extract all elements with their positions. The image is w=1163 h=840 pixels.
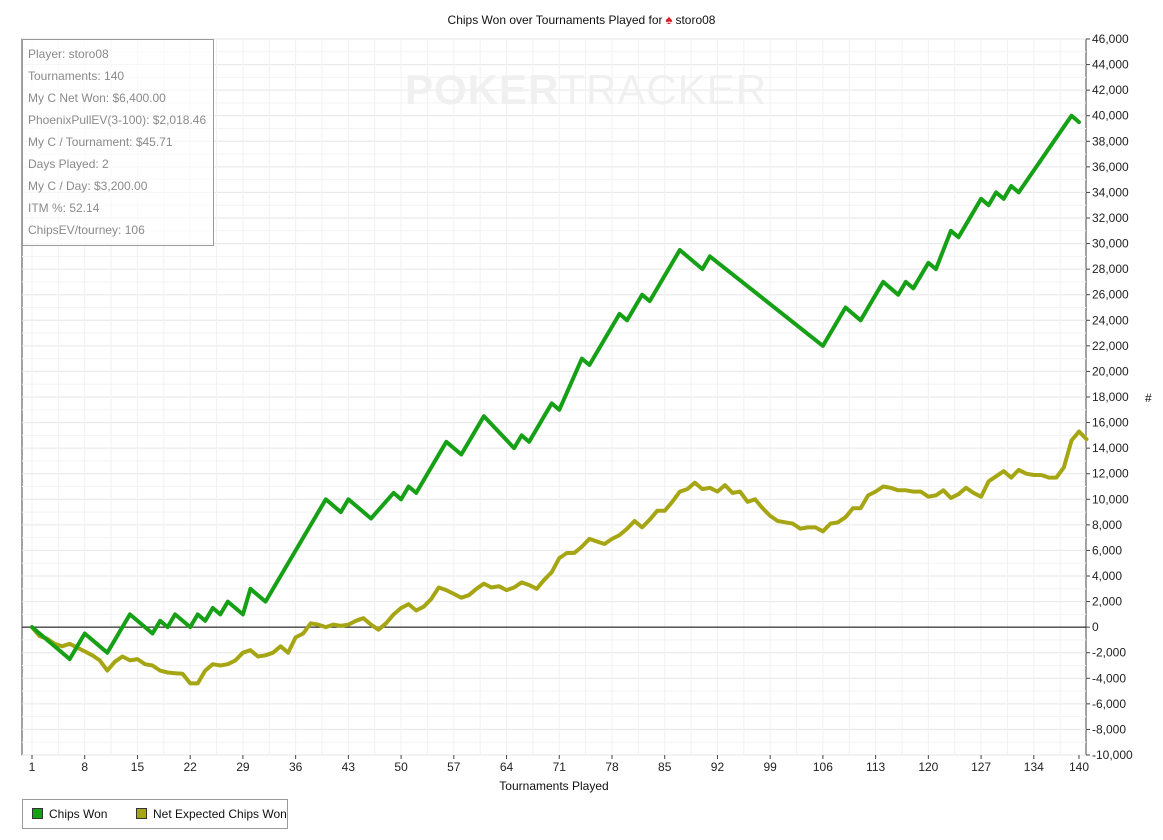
stat-per-day: My C / Day: $3,200.00 bbox=[28, 179, 148, 193]
y-tick-label: -10,000 bbox=[1092, 748, 1133, 762]
legend-swatch-chips-won bbox=[32, 808, 43, 819]
y-tick-label: -8,000 bbox=[1092, 722, 1126, 736]
y-tick-label: 20,000 bbox=[1092, 364, 1129, 378]
stat-chips-ev: ChipsEV/tourney: 106 bbox=[28, 223, 145, 237]
x-tick-label: 134 bbox=[1024, 760, 1044, 774]
spade-icon: ♠ bbox=[665, 12, 673, 27]
x-tick-label: 8 bbox=[81, 760, 88, 774]
y-tick-label: 12,000 bbox=[1092, 467, 1129, 481]
y-tick-label: -4,000 bbox=[1092, 671, 1126, 685]
x-axis-ticks: 1 8 15 22 29 36 43 50 57 64 71 78 85 92 99 106 113 120 127… bbox=[29, 755, 1089, 774]
y-tick-label: 44,000 bbox=[1092, 58, 1129, 72]
x-tick-label: 92 bbox=[711, 760, 725, 774]
y-tick-label: 18,000 bbox=[1092, 390, 1129, 404]
y-tick-label: 4,000 bbox=[1092, 569, 1122, 583]
x-tick-label: 15 bbox=[131, 760, 145, 774]
x-tick-label: 106 bbox=[813, 760, 833, 774]
stat-phoenix-pull-ev: PhoenixPullEV(3-100): $2,018.46 bbox=[28, 113, 207, 127]
legend-label-chips-won: Chips Won bbox=[49, 807, 108, 821]
x-tick-label: 127 bbox=[971, 760, 991, 774]
y-tick-label: 46,000 bbox=[1092, 32, 1129, 46]
x-tick-label: 85 bbox=[658, 760, 672, 774]
y-tick-label: 24,000 bbox=[1092, 313, 1129, 327]
y-axis-ticks: -10,000 -8,000 -6,000 -4,000 -2,000 0 2,000 4,0… bbox=[1086, 32, 1133, 762]
y-tick-label: 30,000 bbox=[1092, 237, 1129, 251]
x-tick-label: 113 bbox=[866, 760, 885, 774]
x-tick-label: 71 bbox=[553, 760, 567, 774]
x-tick-label: 120 bbox=[918, 760, 938, 774]
legend-item-net-expected[interactable]: Net Expected Chips Won bbox=[136, 807, 287, 821]
stat-days-played: Days Played: 2 bbox=[28, 157, 109, 171]
y-tick-label: 42,000 bbox=[1092, 83, 1129, 97]
y-tick-label: 26,000 bbox=[1092, 288, 1129, 302]
stat-tournaments: Tournaments: 140 bbox=[28, 69, 125, 83]
series-lines bbox=[30, 113, 1089, 686]
x-tick-label: 140 bbox=[1069, 760, 1089, 774]
stat-player: Player: storo08 bbox=[28, 47, 109, 61]
y-tick-label: 16,000 bbox=[1092, 416, 1129, 430]
y-tick-label: 38,000 bbox=[1092, 134, 1129, 148]
chart-title-player: storo08 bbox=[675, 13, 716, 27]
y-tick-label: 8,000 bbox=[1092, 518, 1122, 532]
y-tick-label: 10,000 bbox=[1092, 492, 1129, 506]
x-tick-label: 29 bbox=[236, 760, 250, 774]
y-tick-label: 6,000 bbox=[1092, 543, 1122, 557]
x-tick-label: 36 bbox=[289, 760, 303, 774]
stat-per-tournament: My C / Tournament: $45.71 bbox=[28, 135, 173, 149]
grid-lines bbox=[22, 38, 1086, 756]
x-tick-label: 99 bbox=[763, 760, 777, 774]
x-tick-label: 64 bbox=[500, 760, 514, 774]
x-tick-label: 43 bbox=[342, 760, 356, 774]
y-axis-title: # bbox=[1145, 391, 1152, 405]
y-tick-label: 14,000 bbox=[1092, 441, 1129, 455]
x-axis-title: Tournaments Played bbox=[499, 779, 609, 793]
x-tick-label: 57 bbox=[447, 760, 461, 774]
legend-item-chips-won[interactable]: Chips Won bbox=[32, 807, 107, 821]
legend-label-net-expected: Net Expected Chips Won bbox=[153, 807, 287, 821]
x-tick-label: 22 bbox=[184, 760, 198, 774]
x-tick-label: 1 bbox=[29, 760, 36, 774]
y-tick-label: 34,000 bbox=[1092, 185, 1129, 199]
x-tick-label: 78 bbox=[605, 760, 619, 774]
stat-itm: ITM %: 52.14 bbox=[28, 201, 100, 215]
chart-title-text: Chips Won over Tournaments Played for bbox=[447, 13, 663, 27]
y-tick-label: 36,000 bbox=[1092, 160, 1129, 174]
stat-net-won: My C Net Won: $6,400.00 bbox=[28, 91, 166, 105]
pokertracker-watermark: POKERTRACKER bbox=[405, 66, 768, 113]
chips-won-line bbox=[30, 113, 1081, 662]
chart-legend: Chips Won Net Expected Chips Won bbox=[22, 799, 288, 829]
x-tick-label: 50 bbox=[394, 760, 408, 774]
y-tick-label: 32,000 bbox=[1092, 211, 1129, 225]
y-tick-label: 2,000 bbox=[1092, 595, 1122, 609]
net-expected-chips-won-line bbox=[30, 429, 1089, 686]
y-tick-label: 22,000 bbox=[1092, 339, 1129, 353]
y-tick-label: 0 bbox=[1092, 620, 1099, 634]
y-tick-label: -6,000 bbox=[1092, 697, 1126, 711]
y-tick-label: 40,000 bbox=[1092, 109, 1129, 123]
chart-title: Chips Won over Tournaments Played for ♠ st… bbox=[0, 12, 1163, 27]
y-tick-label: -2,000 bbox=[1092, 646, 1126, 660]
y-tick-label: 28,000 bbox=[1092, 262, 1129, 276]
stats-panel: Player: storo08 Tournaments: 140 My C Ne… bbox=[22, 39, 214, 246]
legend-swatch-net-expected bbox=[136, 808, 147, 819]
